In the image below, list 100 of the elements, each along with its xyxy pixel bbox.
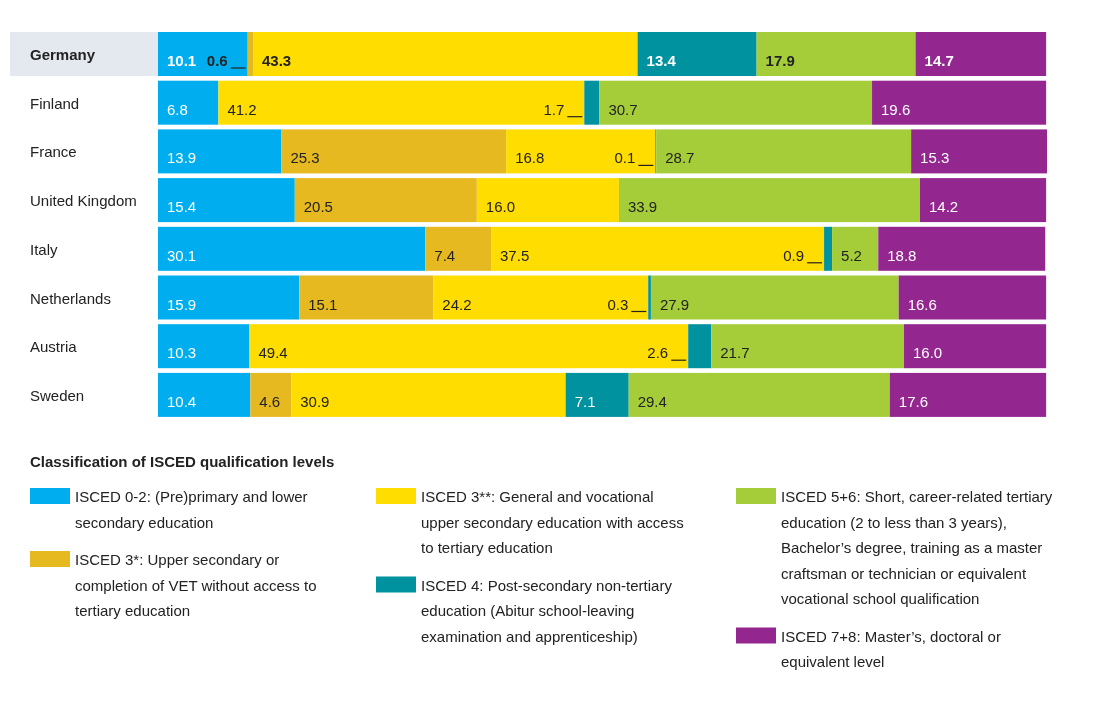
legend-label: ISCED 3**: General and vocational upper secondary education with access to tertiary education [421,488,684,556]
data-label: 30.9 [300,392,330,410]
bar [878,226,1046,271]
bar [711,324,905,369]
data-label: 4.6 [259,392,281,410]
y-tick-label: France [30,143,77,161]
bar [299,275,434,320]
bar [628,372,890,417]
y-tick-label: Germany [30,46,96,63]
bar [898,275,1047,320]
data-label: 18.8 [887,246,917,264]
bar [637,32,757,76]
bar [158,80,219,125]
bar [889,372,1047,417]
bar [756,32,916,76]
bar [250,372,292,417]
data-label: 15.3 [920,149,950,167]
data-label: 14.2 [929,198,959,216]
data-label: 10.1 [167,52,197,69]
data-label: 17.6 [898,392,929,410]
data-label: 1.7 [543,100,565,118]
y-tick-label: Netherlands [30,289,111,307]
data-label: 27.9 [659,295,690,313]
data-label: 14.7 [924,52,954,69]
data-label: 7.1 [574,392,596,410]
data-label: 37.5 [500,246,530,264]
data-label: 21.7 [720,344,750,362]
bar [650,275,899,320]
data-label: 0.3 [607,295,629,313]
data-label: 13.9 [167,149,197,167]
bar [158,129,282,174]
data-label: 10.4 [167,392,197,410]
bar [433,275,649,320]
bar [425,226,492,271]
bar [920,178,1047,223]
bar [915,32,1047,76]
data-label: 0.6 [206,52,228,69]
legend-label: ISCED 0-2: (Pre)primary and lower secondary education [75,488,308,531]
data-label: 0.1 [614,149,636,167]
bar [294,178,477,223]
legend-label: ISCED 7+8: Master’s, doctoral or equivalent level [781,627,1001,670]
bar [599,80,873,125]
data-label: 25.3 [290,149,320,167]
bar [832,226,879,271]
bar [565,372,629,417]
data-label: 2.6 [647,344,669,362]
bar [824,226,833,271]
y-tick-label: Italy [30,240,59,258]
data-label: 43.3 [262,52,292,69]
bar [158,178,295,223]
data-label: 5.2 [841,246,862,264]
bar [648,275,651,320]
bar [249,324,689,369]
bar [247,32,254,76]
data-label: 16.0 [913,344,943,362]
data-label: 0.9 [783,246,805,264]
data-label: 24.2 [442,295,472,313]
bar [291,372,566,417]
bar [218,80,585,125]
bar [253,32,638,76]
data-label: 16.8 [515,149,545,167]
bar [688,324,712,369]
bar [911,129,1047,174]
data-label: 17.9 [765,52,795,69]
data-label: 13.4 [646,52,677,69]
bar [476,178,619,223]
data-label: 15.4 [167,198,197,216]
y-tick-label: Finland [30,94,80,112]
bar [158,275,300,320]
data-label: 15.9 [167,295,197,313]
y-tick-label: Sweden [30,386,85,404]
data-label: 41.2 [227,100,257,118]
bar [506,129,656,174]
data-label: 30.1 [167,246,197,264]
data-label: 16.6 [907,295,937,313]
data-label: 10.3 [167,344,197,362]
data-label: 20.5 [303,198,333,216]
bar [872,80,1047,125]
data-label: 15.1 [308,295,338,313]
bar [158,324,250,369]
legend-label: ISCED 3*: Upper secondary or completion of VET without access to tertiary education [75,551,317,619]
data-label: 6.8 [167,100,188,118]
data-label: 7.4 [434,246,456,264]
y-tick-label: United Kingdom [30,192,137,210]
legend-title: Classification of ISCED qualification levels [30,453,335,470]
legend-label: ISCED 5+6: Short, career-related tertiary education (2 to less than 3 years), Bachelor’s degree, training as a master craftsman or technician or equivalent vocational school qualification [781,488,1053,607]
data-label: 30.7 [608,100,638,118]
bar [158,226,426,271]
data-label: 28.7 [665,149,695,167]
bar [618,178,920,223]
bar [904,324,1047,369]
data-label: 33.9 [627,198,658,216]
bar [491,226,825,271]
y-tick-label: Austria [30,338,78,356]
bar [158,372,251,417]
bar [584,80,600,125]
legend-label: ISCED 4: Post-secondary non-tertiary education (Abitur school-leaving examination and apprenticeship) [421,576,673,645]
data-label: 49.4 [258,344,288,362]
data-label: 16.0 [485,198,516,216]
bar [281,129,507,174]
